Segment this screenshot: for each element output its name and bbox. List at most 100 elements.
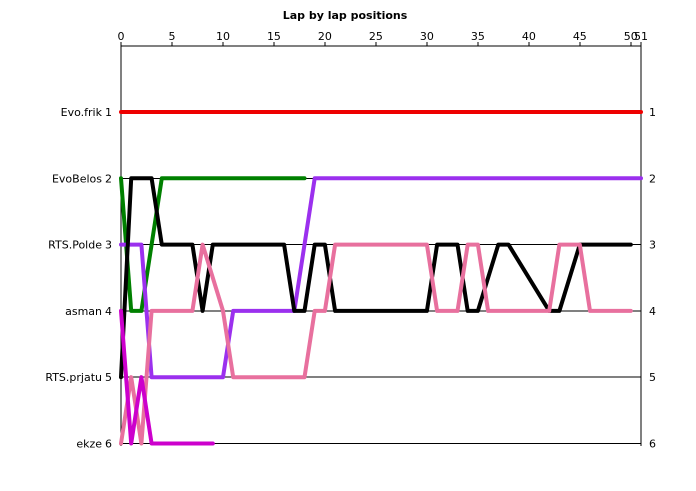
- point-rts-polde-2: [139, 243, 143, 247]
- x-tick-label-10: 10: [216, 30, 230, 43]
- y-label-name-3: RTS.Polde: [48, 239, 102, 252]
- point-asman-5: [201, 309, 205, 313]
- point-rts-prjatu-14: [455, 309, 459, 313]
- point-rts-prjatu-7: [231, 375, 235, 379]
- point-rts-polde-7: [303, 243, 307, 247]
- point-asman-10: [313, 243, 317, 247]
- point-asman-19: [506, 243, 510, 247]
- y-tick-right-6: 6: [649, 438, 656, 451]
- point-rts-prjatu-4: [190, 309, 194, 313]
- point-asman-6: [211, 243, 215, 247]
- point-rts-prjatu-9: [313, 309, 317, 313]
- point-asman-21: [557, 309, 561, 313]
- point-rts-polde-0: [119, 243, 123, 247]
- y-tick-left-3: 3: [105, 239, 112, 252]
- y-label-name-4: asman: [65, 305, 102, 318]
- chart-title: Lap by lap positions: [283, 9, 408, 22]
- point-rts-prjatu-13: [435, 309, 439, 313]
- point-asman-4: [190, 243, 194, 247]
- point-rts-prjatu-12: [425, 243, 429, 247]
- point-ekze-1: [129, 442, 133, 445]
- point-evobelos-0: [119, 176, 123, 180]
- point-asman-18: [496, 243, 500, 247]
- point-rts-prjatu-3: [150, 309, 154, 313]
- point-rts-polde-1: [129, 243, 133, 247]
- point-asman-2: [150, 176, 154, 180]
- y-tick-left-5: 5: [105, 371, 112, 384]
- point-asman-9: [303, 309, 307, 313]
- y-tick-left-1: 1: [105, 106, 112, 119]
- point-asman-15: [455, 243, 459, 247]
- point-asman-8: [292, 309, 296, 313]
- x-tick-label-25: 25: [369, 30, 383, 43]
- point-rts-prjatu-1: [129, 375, 133, 379]
- x-tick-label-51: 51: [634, 30, 648, 43]
- y-tick-right-1: 1: [649, 106, 656, 119]
- point-asman-1: [129, 176, 133, 180]
- point-rts-prjatu-16: [476, 243, 480, 247]
- point-rts-prjatu-8: [303, 375, 307, 379]
- y-label-name-2: EvoBelos: [52, 172, 102, 185]
- point-rts-prjatu-2: [139, 442, 143, 445]
- point-rts-polde-9: [639, 176, 643, 180]
- y-label-name-5: RTS.prjatu: [45, 371, 102, 384]
- y-label-name-6: ekze: [76, 438, 102, 451]
- point-rts-prjatu-6: [221, 309, 225, 313]
- point-rts-prjatu-10: [323, 309, 327, 313]
- point-evobelos-2: [139, 309, 143, 313]
- point-asman-0: [119, 375, 123, 379]
- point-rts-polde-4: [221, 375, 225, 379]
- point-ekze-4: [211, 442, 215, 445]
- x-tick-label-0: 0: [118, 30, 125, 43]
- point-rts-prjatu-5: [201, 243, 205, 247]
- point-rts-prjatu-18: [547, 309, 551, 313]
- y-tick-right-2: 2: [649, 172, 656, 185]
- x-tick-label-15: 15: [267, 30, 281, 43]
- point-evo-frik-0: [119, 110, 123, 114]
- point-evobelos-4: [160, 176, 164, 180]
- series-line-evobelos: [119, 176, 307, 313]
- y-tick-right-5: 5: [649, 371, 656, 384]
- x-tick-label-50: 50: [624, 30, 638, 43]
- point-asman-16: [466, 309, 470, 313]
- point-rts-polde-5: [231, 309, 235, 313]
- point-rts-prjatu-0: [119, 442, 123, 445]
- point-rts-prjatu-15: [466, 243, 470, 247]
- point-rts-prjatu-21: [588, 309, 592, 313]
- point-asman-17: [476, 309, 480, 313]
- y-tick-left-6: 6: [105, 438, 112, 451]
- x-tick-label-35: 35: [471, 30, 485, 43]
- y-tick-right-3: 3: [649, 239, 656, 252]
- point-asman-23: [588, 243, 592, 247]
- series-layer: [119, 110, 643, 446]
- y-tick-right-4: 4: [649, 305, 656, 318]
- point-evobelos-3: [150, 243, 154, 247]
- point-ekze-3: [150, 442, 154, 445]
- point-asman-12: [333, 309, 337, 313]
- point-asman-13: [425, 309, 429, 313]
- point-asman-24: [629, 243, 633, 247]
- point-evobelos-1: [129, 309, 133, 313]
- x-tick-label-5: 5: [168, 30, 175, 43]
- x-tick-label-40: 40: [522, 30, 536, 43]
- point-rts-prjatu-19: [557, 243, 561, 247]
- point-ekze-0: [119, 309, 123, 313]
- point-asman-14: [435, 243, 439, 247]
- point-evobelos-5: [303, 176, 307, 180]
- point-rts-prjatu-22: [629, 309, 633, 313]
- point-rts-prjatu-11: [333, 243, 337, 247]
- series-line-rts-prjatu: [119, 242, 633, 446]
- x-tick-label-45: 45: [573, 30, 587, 43]
- y-label-name-1: Evo.frik: [61, 106, 103, 119]
- point-asman-7: [282, 243, 286, 247]
- point-asman-3: [160, 243, 164, 247]
- point-asman-11: [323, 243, 327, 247]
- point-rts-prjatu-20: [578, 243, 582, 247]
- x-tick-label-20: 20: [318, 30, 332, 43]
- y-tick-left-4: 4: [105, 305, 112, 318]
- point-rts-prjatu-17: [486, 309, 490, 313]
- point-rts-polde-3: [150, 375, 154, 379]
